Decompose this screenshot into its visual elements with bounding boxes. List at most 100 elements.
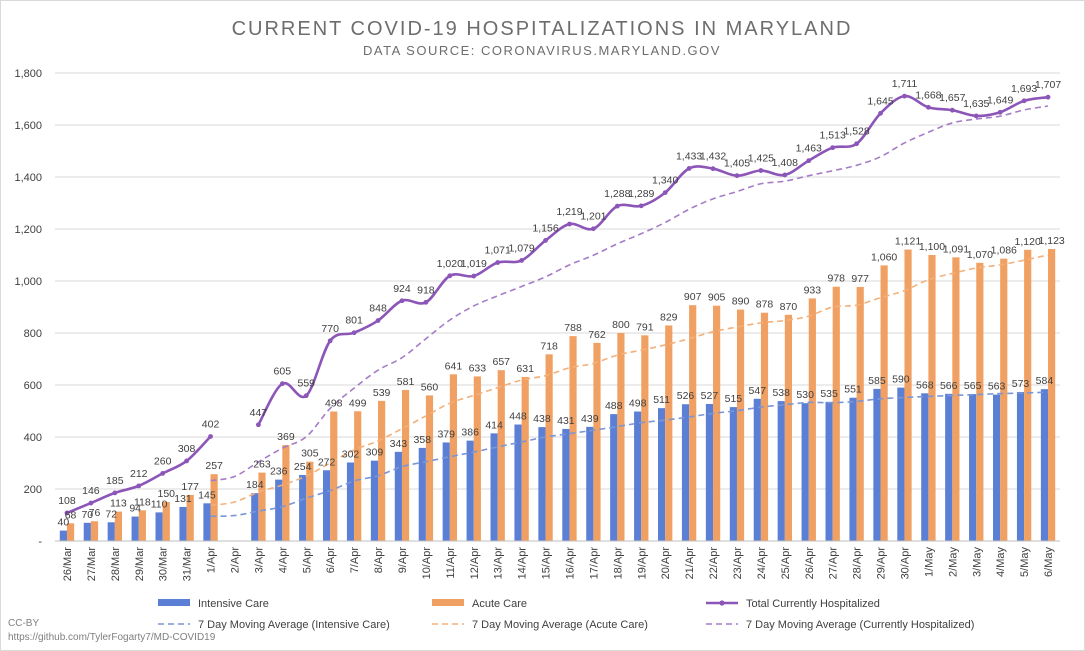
x-tick-label: 27/Apr	[828, 547, 840, 580]
total-hospitalized-marker	[949, 107, 955, 113]
x-tick-label: 9/Apr	[397, 547, 409, 574]
data-label: 309	[366, 447, 384, 459]
bar-acute-care	[258, 472, 266, 541]
data-label: 185	[106, 475, 124, 487]
legend: Intensive Care Acute Care Total Currently …	[158, 598, 974, 631]
data-label: 551	[844, 384, 862, 396]
bar-acute-care	[832, 286, 840, 541]
bar-intensive-care	[777, 401, 785, 541]
data-label: 848	[369, 303, 387, 315]
data-label: 1,086	[991, 245, 1017, 257]
data-label: 566	[940, 380, 958, 392]
legend-label: 7 Day Moving Average (Acute Care)	[472, 619, 648, 631]
y-tick-label: 1,400	[14, 172, 42, 184]
legend-label: Intensive Care	[198, 598, 269, 610]
data-label: 1,120	[1015, 236, 1041, 248]
total-hospitalized-marker	[112, 490, 118, 496]
data-label: 1,289	[628, 188, 654, 200]
total-hospitalized-marker	[710, 166, 716, 172]
data-label: 1,121	[895, 236, 921, 248]
data-label: 1,693	[1011, 83, 1037, 95]
bar-acute-care	[186, 494, 194, 541]
bar-intensive-care	[610, 414, 618, 541]
bar-intensive-care	[346, 462, 355, 541]
x-tick-label: 1/Apr	[206, 547, 218, 574]
x-tick-label: 3/Apr	[253, 547, 265, 574]
x-tick-label: 18/Apr	[612, 547, 624, 580]
data-label: 414	[485, 419, 503, 431]
moving-average-line	[210, 254, 1049, 507]
x-tick-label: 29/Mar	[134, 547, 146, 582]
x-tick-label: 27/Mar	[86, 547, 98, 582]
total-hospitalized-marker	[88, 500, 94, 506]
data-label: 70	[81, 509, 93, 521]
bar-acute-care	[545, 354, 553, 541]
data-label: 498	[629, 398, 647, 410]
total-hospitalized-marker	[854, 141, 860, 147]
data-label: 801	[345, 315, 363, 327]
total-hospitalized-marker	[279, 381, 285, 387]
chart-title: CURRENT COVID-19 HOSPITALIZATIONS IN MAR…	[232, 18, 853, 40]
bar-intensive-care	[921, 393, 929, 541]
total-hospitalized-marker	[878, 110, 883, 116]
data-label: 113	[110, 498, 127, 510]
x-tick-label: 5/Apr	[301, 547, 313, 574]
total-hospitalized-marker	[925, 104, 931, 110]
data-label: 633	[469, 362, 487, 374]
data-label: 1,707	[1035, 79, 1061, 91]
data-label: 448	[509, 411, 527, 423]
data-label: 631	[516, 363, 534, 375]
total-hospitalized-marker	[638, 203, 644, 209]
x-tick-label: 29/Apr	[876, 547, 888, 580]
legend-label: 7 Day Moving Average (Currently Hospital…	[746, 619, 974, 631]
data-label: 1,201	[580, 211, 606, 223]
data-label: 1,432	[700, 151, 726, 163]
data-label: 1,020	[437, 258, 463, 270]
data-label: 829	[660, 311, 678, 323]
data-label: 118	[134, 496, 151, 508]
total-hospitalized-marker	[327, 338, 333, 344]
data-label: 568	[916, 379, 934, 391]
data-label: 439	[581, 413, 599, 425]
bar-acute-care	[593, 342, 601, 541]
x-tick-label: 10/Apr	[421, 547, 433, 580]
bar-intensive-care	[753, 398, 761, 541]
data-label: 263	[253, 459, 271, 471]
data-label: 369	[277, 431, 295, 443]
total-hospitalized-marker	[64, 510, 70, 516]
data-label: 1,405	[724, 158, 750, 170]
bar-acute-care	[569, 336, 577, 541]
bar-intensive-care	[466, 440, 474, 541]
data-label: 800	[612, 319, 630, 331]
data-label: 563	[988, 381, 1006, 393]
total-hospitalized-marker	[782, 172, 788, 178]
bar-intensive-care	[179, 506, 187, 541]
data-label: 145	[198, 489, 216, 501]
data-label: 379	[437, 428, 455, 440]
x-tick-label: 12/Apr	[469, 547, 481, 580]
legend-label: 7 Day Moving Average (Intensive Care)	[198, 619, 390, 631]
x-tick-label: 4/May	[995, 547, 1007, 577]
data-label: 1,645	[867, 95, 893, 107]
total-hospitalized-marker	[351, 330, 357, 336]
x-tick-label: 4/Apr	[277, 547, 289, 574]
bar-acute-care	[928, 255, 936, 541]
data-label: 402	[202, 418, 220, 430]
bar-intensive-care	[1040, 389, 1049, 541]
bar-acute-care	[880, 265, 888, 541]
data-label: 1,668	[915, 89, 941, 101]
bar-intensive-care	[442, 442, 450, 541]
bar-acute-care	[904, 249, 912, 542]
x-tick-label: 22/Apr	[708, 547, 720, 580]
data-label: 1,079	[508, 242, 534, 254]
x-axis: 26/Mar 27/Mar 28/Mar 29/Mar 30/Mar 31/Mar 1/Ap…	[55, 540, 1060, 582]
x-tick-label: 26/Mar	[62, 547, 74, 582]
total-hospitalized-marker	[471, 273, 477, 279]
data-label: 791	[636, 321, 654, 333]
data-label: 527	[701, 390, 719, 402]
data-label: 1,657	[939, 92, 965, 104]
legend-marker	[719, 600, 725, 606]
bar-intensive-care	[873, 388, 881, 541]
data-label: 150	[158, 488, 176, 500]
data-label: 1,463	[796, 143, 822, 155]
